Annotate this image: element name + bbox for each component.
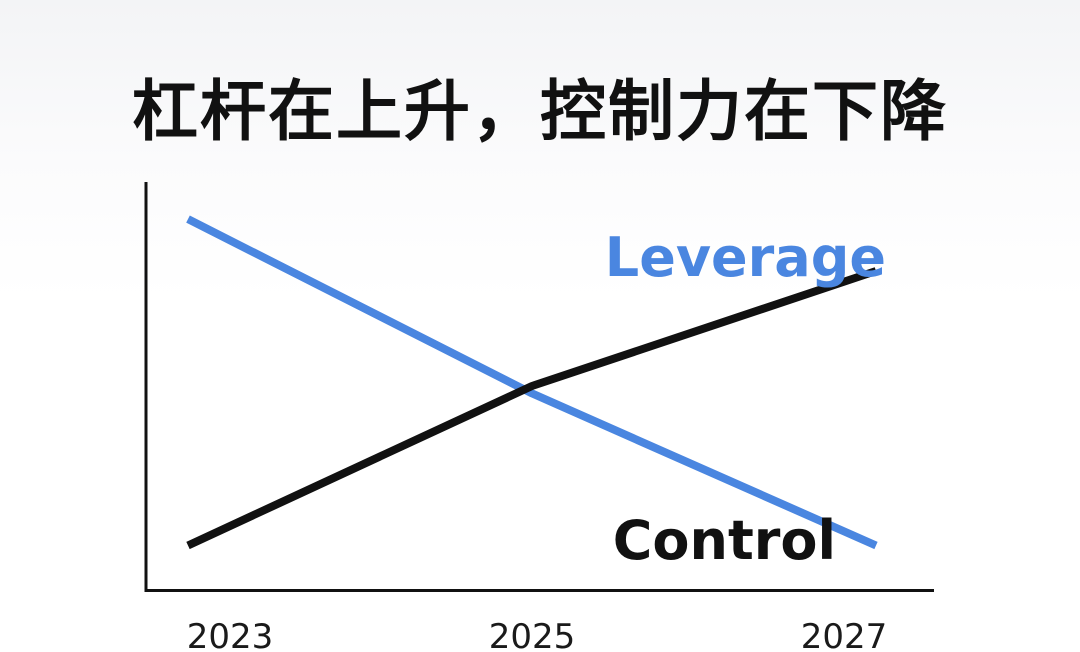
leverage-series-line	[186, 215, 878, 550]
x-ticks: 2023 2025 2027	[187, 617, 888, 652]
x-tick-label: 2025	[489, 617, 576, 652]
control-series-label: Control	[613, 509, 836, 572]
control-series-line	[186, 267, 878, 550]
series-lines	[186, 215, 878, 550]
x-tick-label: 2023	[187, 617, 274, 652]
leverage-series-label: Leverage	[605, 226, 886, 289]
chart-title: 杠杆在上升，控制力在下降	[132, 73, 948, 150]
x-tick-label: 2027	[801, 617, 888, 652]
